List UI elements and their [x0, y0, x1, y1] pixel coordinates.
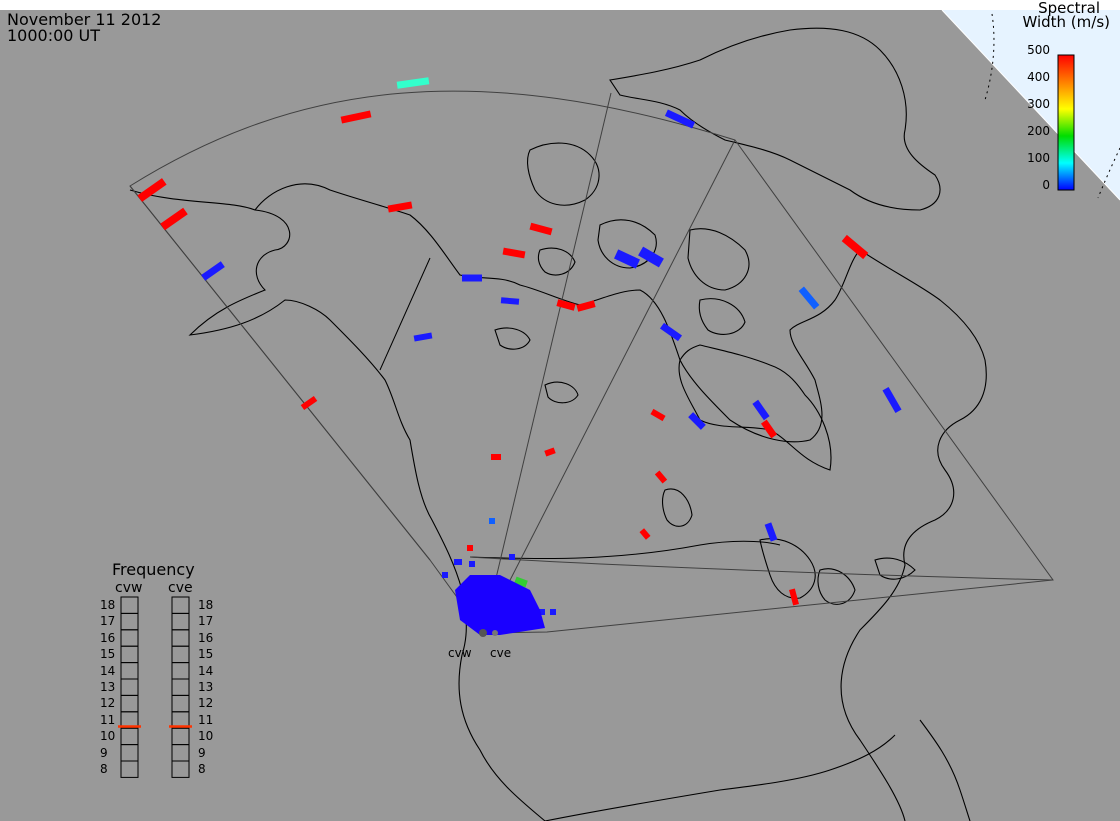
echo-cell	[550, 609, 556, 615]
echo-cells	[137, 77, 902, 615]
fov-arc-inner	[469, 556, 1054, 581]
echo-cell	[514, 576, 528, 588]
frequency-scale-right-11: 11	[198, 712, 214, 727]
echo-cell	[340, 110, 372, 124]
echo-cell	[469, 561, 475, 567]
colorbar-tick-300: 300	[1027, 97, 1050, 111]
echo-cell	[688, 412, 706, 430]
frequency-scale-right-10: 10	[198, 729, 214, 744]
frequency-scale-left-16: 16	[100, 630, 116, 645]
frequency-scale-left-17: 17	[100, 614, 116, 629]
radar-label-cve: cve	[490, 646, 512, 660]
echo-cell	[544, 447, 556, 457]
echo-cell	[201, 261, 225, 281]
echo-cell	[798, 286, 820, 310]
echo-cell	[413, 332, 433, 342]
time-label: 1000:00 UT	[7, 26, 101, 45]
top-strip	[0, 0, 1120, 10]
colorbar-tick-100: 100	[1027, 151, 1050, 165]
echo-cell	[638, 246, 664, 268]
echo-cell	[882, 386, 902, 414]
frequency-scale-right-12: 12	[198, 696, 214, 711]
echo-cell	[576, 300, 596, 312]
echo-cell	[491, 454, 501, 460]
echo-cell	[664, 109, 696, 129]
echo-cell	[841, 234, 869, 260]
echo-cell	[789, 588, 799, 606]
echo-cell	[614, 249, 640, 269]
echo-cell	[654, 470, 668, 484]
echo-cell	[489, 518, 495, 524]
colorbar-tick-400: 400	[1027, 70, 1050, 84]
echo-cell	[160, 207, 188, 231]
colorbar-title-line1: Spectral	[1038, 0, 1100, 17]
colorbar-title-line2: Width (m/s)	[1022, 13, 1110, 31]
frequency-scale-left-14: 14	[100, 663, 116, 678]
echo-cell	[300, 395, 318, 411]
colorbar-tick-500: 500	[1027, 43, 1050, 57]
frequency-scale-left-8: 8	[100, 762, 108, 776]
fov-beam-2	[482, 139, 736, 634]
echo-cell	[500, 297, 520, 305]
colorbar	[1057, 54, 1075, 191]
frequency-scale-right-18: 18	[198, 598, 214, 612]
echo-cell	[650, 408, 666, 422]
frequency-cell-cve-8	[171, 760, 190, 778]
radar-site-cve	[492, 630, 498, 636]
date-label: November 11 2012	[7, 10, 162, 29]
echo-cell	[502, 247, 526, 259]
frequency-scale-right-9: 9	[198, 745, 206, 760]
frequency-radar-cvw: cvw	[115, 580, 143, 596]
frequency-scale-right-17: 17	[198, 614, 214, 629]
frequency-radar-cve: cve	[168, 580, 193, 596]
echo-cell	[462, 274, 482, 282]
radar-label-cvw: cvw	[448, 646, 472, 660]
frequency-scale-right-16: 16	[198, 630, 214, 645]
frequency-title: Frequency	[112, 560, 195, 579]
frequency-gauges	[118, 596, 192, 778]
alaska-border	[379, 257, 431, 371]
echo-cell	[639, 528, 651, 540]
frequency-scale-left-9: 9	[100, 745, 108, 760]
borders	[379, 257, 781, 560]
colorbar-tick-0: 0	[1042, 178, 1050, 192]
frequency-scale-left-12: 12	[100, 696, 116, 711]
echo-cell	[539, 609, 545, 615]
radar-fov	[129, 90, 1054, 634]
echo-cell	[454, 559, 462, 565]
globe-edge	[941, 9, 1120, 201]
frequency-cell-cvw-8	[120, 760, 139, 778]
frequency-scale-left-18: 18	[100, 598, 116, 612]
echo-cell	[509, 554, 515, 560]
frequency-scale-right-13: 13	[198, 680, 214, 694]
frequency-scale-right-8: 8	[198, 762, 206, 776]
frequency-scale-right-15: 15	[198, 647, 214, 662]
echo-cell	[760, 419, 778, 439]
echo-cell	[137, 178, 167, 202]
echo-cell	[442, 572, 448, 578]
fov-west-edge	[129, 185, 431, 561]
echo-cell	[556, 299, 576, 311]
echo-cell	[396, 77, 430, 89]
frequency-scale-left-13: 13	[100, 680, 116, 694]
radar-site-cvw	[479, 629, 487, 637]
echo-cell	[764, 522, 778, 542]
echo-cell	[387, 201, 413, 213]
fov-beam-1	[482, 92, 612, 634]
coastlines	[129, 27, 987, 821]
frequency-scale-left-11: 11	[100, 712, 116, 727]
echo-cell	[529, 222, 553, 236]
echo-cell	[752, 399, 770, 421]
near-range-echoes	[455, 575, 545, 635]
frequency-scale-right-14: 14	[198, 663, 214, 678]
colorbar-tick-200: 200	[1027, 124, 1050, 138]
echo-cell	[467, 545, 473, 551]
frequency-scale-left-10: 10	[100, 729, 116, 744]
echo-cell	[659, 322, 683, 342]
frequency-scale-left-15: 15	[100, 647, 116, 662]
